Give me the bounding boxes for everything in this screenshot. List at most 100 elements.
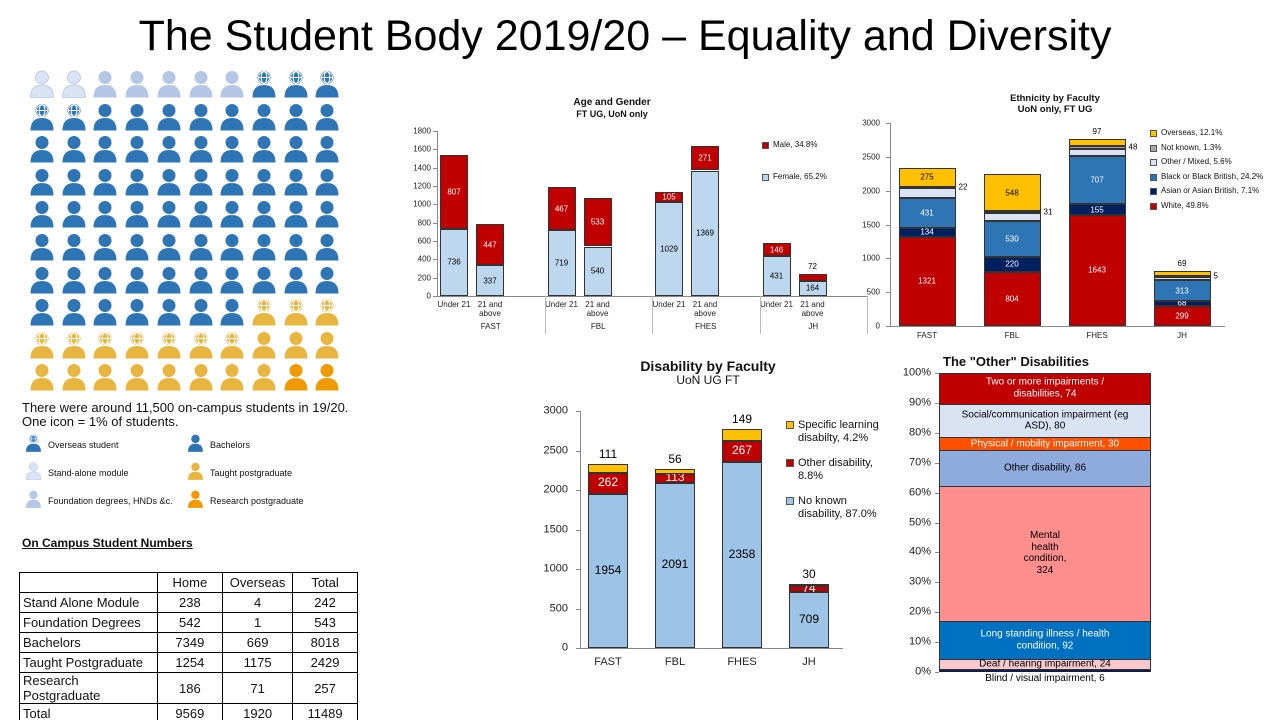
student-icon [62,201,86,228]
bar-segment [722,461,762,648]
icon-body [125,378,149,391]
icon-head [67,136,81,150]
student-icon [157,71,181,98]
y-tick-mark [935,612,939,614]
data-label: 262 [597,475,619,490]
student-icon [189,234,212,261]
icon-body [62,117,86,131]
group-separator [867,296,868,334]
icon-body [157,85,181,98]
student-icon [125,234,149,261]
icon-body [315,313,339,326]
group-label: FHES [695,322,717,331]
icon-head [66,70,81,85]
icon-head [257,364,271,378]
icon-head [320,266,334,280]
student-icon [252,103,276,131]
icon-head [35,70,49,85]
y-tick-mark [886,292,890,294]
icon-body [30,345,54,359]
bar-segment [655,482,695,648]
data-label: 48 [1128,142,1138,152]
student-icon [220,136,244,163]
slide-title: The Student Body 2019/20 – Equality and … [138,12,1112,60]
icon-head [194,136,207,150]
overseas-icon [189,331,212,359]
overseas-icon [62,103,86,131]
data-label: Blind / visual impairment, 6 [985,673,1105,684]
data-label: 5 [1213,271,1218,281]
icon-body [125,117,149,131]
y-tick-mark [576,529,580,531]
overseas-icon [62,331,86,359]
row-header: Bachelors [19,632,158,653]
icon-body [315,85,339,98]
student-icon [315,364,339,391]
table-cell: 542 [156,612,224,633]
icon-body [252,313,276,326]
student-icon [187,462,203,480]
bar-segment [691,170,719,296]
icon-body [189,182,212,196]
icon-body [284,215,308,228]
icon-head [225,299,239,313]
data-label: 111 [598,447,618,462]
data-label: 68 [1177,298,1187,308]
chart-subtitle: UoN only, FT UG [1017,104,1093,115]
student-icon [93,71,117,98]
table-cell: 669 [222,632,294,653]
bar-segment [547,187,576,231]
globe-rim [321,299,334,312]
bar-segment [655,201,683,296]
icon-body [62,215,86,228]
icon-head [98,266,112,280]
y-tick-mark [935,402,939,404]
icon-body [157,117,181,131]
y-tick-label: 500 [866,287,880,297]
data-label: 164 [805,283,820,293]
y-tick-mark [576,648,580,649]
bar-segment [983,213,1041,221]
y-tick-label: 40% [908,546,931,559]
student-icon [189,136,212,163]
icon-body [62,313,86,326]
icon-head [130,201,144,215]
student-icon [93,364,117,391]
y-tick-mark [935,432,939,434]
student-icon [62,234,86,261]
y-tick-label: 600 [417,236,431,246]
student-icon [93,234,117,261]
column-header: Total [292,572,358,593]
icon-head [130,299,144,313]
data-label: 533 [590,217,605,227]
bar-segment [898,188,956,199]
bar-segment [898,227,956,237]
data-label: 804 [1005,294,1019,304]
student-icon [187,490,203,508]
icon-body [93,313,117,326]
data-label: 155 [1090,204,1104,214]
x-tick-label: FHES [1086,331,1108,340]
y-tick-label: 1500 [543,523,568,536]
icon-body [125,85,149,98]
bar-segment [898,186,956,189]
student-icon [220,266,244,294]
y-tick-mark [433,259,437,261]
x-tick-label: Under 21 [760,300,793,309]
student-icon [315,136,339,163]
icon-body [315,378,339,391]
globe-rim [67,104,80,117]
student-icon [189,103,212,131]
y-tick-label: 2500 [862,152,880,162]
y-tick-label: 1000 [543,562,568,575]
y-tick-mark [433,204,437,206]
row-header: Research Postgraduate [19,672,158,704]
icon-body [220,182,244,196]
icon-body [252,150,276,163]
icon-head [162,299,176,313]
data-label: 431 [769,271,784,281]
student-icon [189,299,212,326]
bar-segment [476,265,504,296]
globe-rim [194,332,207,345]
icon-head [257,103,271,117]
